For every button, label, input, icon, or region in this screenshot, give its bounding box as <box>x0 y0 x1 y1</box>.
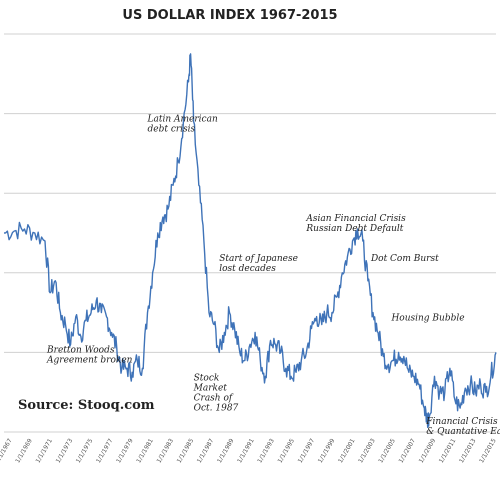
x-tick-label: 1/1/2007 <box>398 437 418 464</box>
annotation: Stock Market Crash of Oct. 1987 <box>193 373 239 413</box>
x-tick-label: 1/1/2001 <box>337 437 357 464</box>
x-tick-label: 1/1/1983 <box>156 437 176 464</box>
x-tick-label: 1/1/1991 <box>236 437 256 464</box>
x-tick-label: 1/1/1987 <box>196 437 216 464</box>
x-tick-label: 1/1/1989 <box>216 437 236 464</box>
annotation: Start of Japanese lost decades <box>219 254 298 274</box>
x-tick-label: 1/1/2011 <box>438 437 458 464</box>
chart-title: US DOLLAR INDEX 1967-2015 <box>122 8 337 23</box>
annotation: Asian Financial Crisis Russian Debt Defau… <box>305 214 406 234</box>
x-tick-label: 1/1/1993 <box>256 437 276 464</box>
x-tick-label: 1/1/1975 <box>75 437 95 464</box>
x-tick-label: 1/1/1979 <box>115 437 135 464</box>
annotation: Latin American debt crisis <box>147 115 218 135</box>
x-tick-label: 1/1/1969 <box>14 437 34 464</box>
x-tick-label: 1/1/1977 <box>95 437 115 464</box>
x-tick-label: 1/1/1999 <box>317 437 337 464</box>
x-tick-label: 1/1/1981 <box>135 437 155 464</box>
x-tick-label: 1/1/1985 <box>176 437 196 464</box>
annotation: Bretton Woods Agreement broken <box>46 345 133 365</box>
x-tick-label: 1/1/1971 <box>35 437 55 464</box>
annotation: Housing Bubble <box>390 314 464 324</box>
x-tick-label: 1/1/1995 <box>277 437 297 464</box>
x-tick-label: 1/1/1973 <box>55 437 75 464</box>
x-tick-label: 1/1/2005 <box>377 437 397 464</box>
x-tick-label: 1/1/2009 <box>418 437 438 464</box>
x-tick-label: 1/1/2013 <box>458 437 478 464</box>
grid-lines <box>4 33 496 433</box>
x-tick-label: 1/1/1967 <box>0 437 14 464</box>
x-tick-label: 1/1/2003 <box>357 437 377 464</box>
series-line <box>3 53 497 428</box>
annotation: Financial Crisis& Quantative Easing <box>425 417 500 437</box>
x-tick-label: 1/1/2015 <box>478 437 498 464</box>
source-label: Source: Stooq.com <box>18 398 155 413</box>
x-tick-label: 1/1/1997 <box>297 437 317 464</box>
annotation: Dot Com Burst <box>370 254 439 264</box>
x-tick-labels: 1/1/1967 1/1/1969 1/1/1971 1/1/1973 1/1/1975… <box>0 437 498 464</box>
annotations: Bretton Woods Agreement broken Latin Ameri… <box>46 115 500 437</box>
